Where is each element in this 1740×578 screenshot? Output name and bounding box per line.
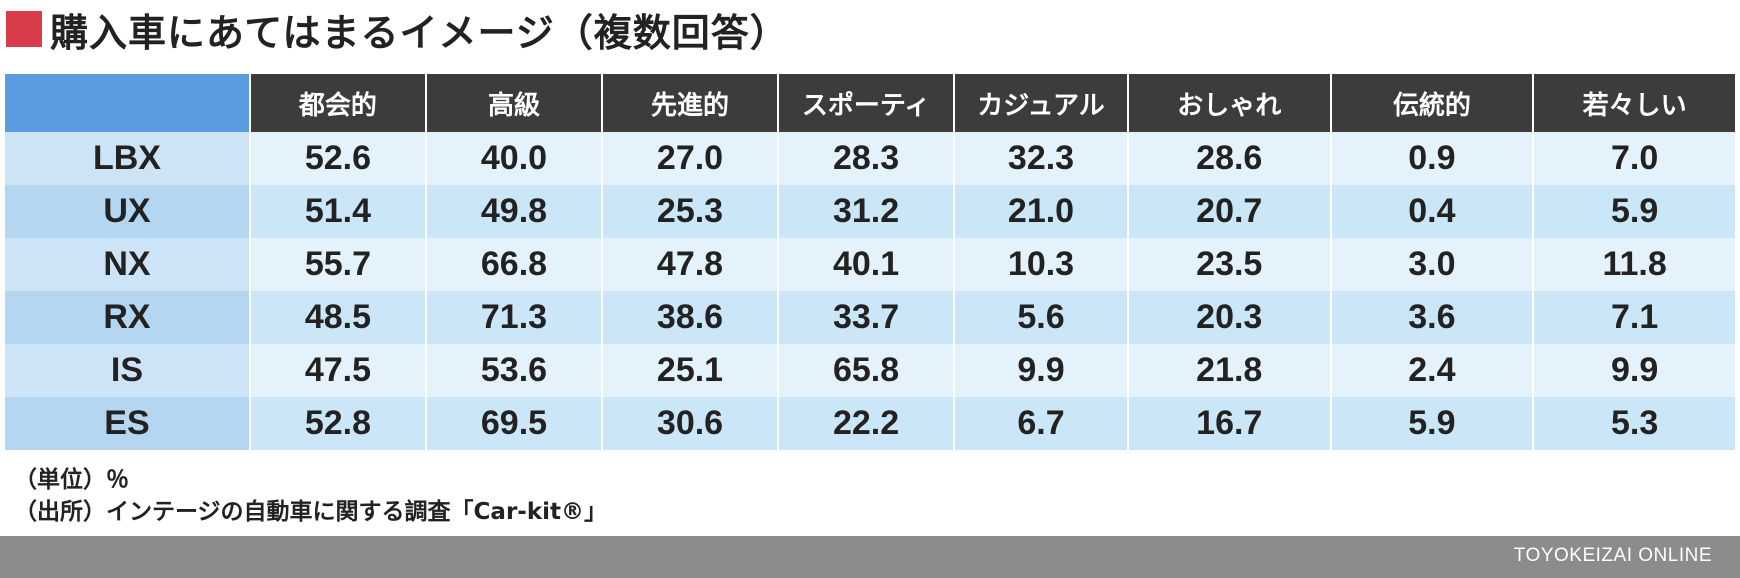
table-cell: 6.7 — [955, 397, 1127, 450]
table-cell: 53.6 — [426, 344, 601, 397]
table-row: IS 47.5 53.6 25.1 65.8 9.9 21.8 2.4 9.9 — [5, 344, 1735, 397]
table-cell: 47.5 — [250, 344, 425, 397]
corner-cell — [5, 74, 249, 132]
table-cell: 31.2 — [779, 185, 954, 238]
table-row: ES 52.8 69.5 30.6 22.2 6.7 16.7 5.9 5.3 — [5, 397, 1735, 450]
row-label: RX — [5, 291, 249, 344]
table-cell: 69.5 — [426, 397, 601, 450]
table-cell: 47.8 — [603, 238, 778, 291]
table-cell: 3.0 — [1331, 238, 1533, 291]
table-cell: 32.3 — [955, 132, 1127, 185]
row-label: ES — [5, 397, 249, 450]
table-cell: 65.8 — [779, 344, 954, 397]
table-cell: 25.3 — [603, 185, 778, 238]
table-cell: 10.3 — [955, 238, 1127, 291]
table-cell: 20.7 — [1128, 185, 1330, 238]
table-cell: 38.6 — [603, 291, 778, 344]
table-row: RX 48.5 71.3 38.6 33.7 5.6 20.3 3.6 7.1 — [5, 291, 1735, 344]
table-cell: 51.4 — [250, 185, 425, 238]
table-cell: 28.6 — [1128, 132, 1330, 185]
table-cell: 9.9 — [955, 344, 1127, 397]
table-cell: 0.4 — [1331, 185, 1533, 238]
table-cell: 21.0 — [955, 185, 1127, 238]
data-table: 都会的 高級 先進的 スポーティ カジュアル おしゃれ 伝統的 若々しい LBX… — [3, 74, 1737, 450]
table-cell: 5.9 — [1331, 397, 1533, 450]
table-cell: 5.3 — [1534, 397, 1735, 450]
brand-label: TOYOKEIZAI ONLINE — [1513, 545, 1712, 566]
table-cell: 0.9 — [1331, 132, 1533, 185]
table-cell: 20.3 — [1128, 291, 1330, 344]
table-cell: 66.8 — [426, 238, 601, 291]
column-header: 都会的 — [250, 74, 425, 132]
table-cell: 23.5 — [1128, 238, 1330, 291]
table-cell: 7.0 — [1534, 132, 1735, 185]
table-cell: 28.3 — [779, 132, 954, 185]
table-cell: 27.0 — [603, 132, 778, 185]
table-cell: 2.4 — [1331, 344, 1533, 397]
table-cell: 21.8 — [1128, 344, 1330, 397]
title-bar: 購入車にあてはまるイメージ（複数回答） — [6, 4, 789, 55]
table-cell: 40.0 — [426, 132, 601, 185]
table-row: LBX 52.6 40.0 27.0 28.3 32.3 28.6 0.9 7.… — [5, 132, 1735, 185]
table-cell: 7.1 — [1534, 291, 1735, 344]
table-row: NX 55.7 66.8 47.8 40.1 10.3 23.5 3.0 11.… — [5, 238, 1735, 291]
notes: （単位）％ （出所）インテージの自動車に関する調査「Car-kit®」 — [14, 464, 607, 528]
row-label: UX — [5, 185, 249, 238]
unit-note: （単位）％ — [14, 467, 129, 493]
table-cell: 40.1 — [779, 238, 954, 291]
table-cell: 5.6 — [955, 291, 1127, 344]
table-cell: 52.8 — [250, 397, 425, 450]
page-title: 購入車にあてはまるイメージ（複数回答） — [50, 10, 789, 55]
table-cell: 52.6 — [250, 132, 425, 185]
table-cell: 30.6 — [603, 397, 778, 450]
column-header: スポーティ — [779, 74, 954, 132]
source-note: （出所）インテージの自動車に関する調査「Car-kit®」 — [14, 499, 608, 525]
table-cell: 55.7 — [250, 238, 425, 291]
column-header: 先進的 — [603, 74, 778, 132]
column-header: 若々しい — [1534, 74, 1735, 132]
header-row: 都会的 高級 先進的 スポーティ カジュアル おしゃれ 伝統的 若々しい — [5, 74, 1735, 132]
column-header: おしゃれ — [1128, 74, 1330, 132]
row-label: IS — [5, 344, 249, 397]
table-cell: 25.1 — [603, 344, 778, 397]
row-label: NX — [5, 238, 249, 291]
column-header: 高級 — [426, 74, 601, 132]
column-header: 伝統的 — [1331, 74, 1533, 132]
column-header: カジュアル — [955, 74, 1127, 132]
table-cell: 16.7 — [1128, 397, 1330, 450]
table-cell: 5.9 — [1534, 185, 1735, 238]
table-cell: 71.3 — [426, 291, 601, 344]
table-row: UX 51.4 49.8 25.3 31.2 21.0 20.7 0.4 5.9 — [5, 185, 1735, 238]
table-cell: 9.9 — [1534, 344, 1735, 397]
title-square-icon — [6, 11, 42, 47]
table-cell: 49.8 — [426, 185, 601, 238]
footer-bar: TOYOKEIZAI ONLINE — [0, 536, 1740, 578]
row-label: LBX — [5, 132, 249, 185]
table-cell: 33.7 — [779, 291, 954, 344]
table-cell: 3.6 — [1331, 291, 1533, 344]
table-cell: 48.5 — [250, 291, 425, 344]
table-cell: 11.8 — [1534, 238, 1735, 291]
table-cell: 22.2 — [779, 397, 954, 450]
